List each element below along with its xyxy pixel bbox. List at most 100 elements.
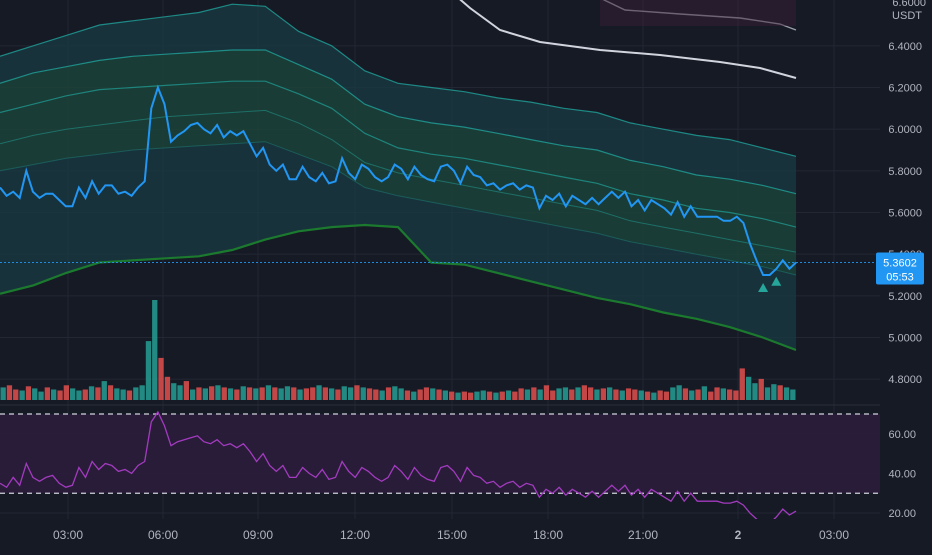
volume-bar: [126, 390, 133, 400]
volume-bar: [95, 387, 101, 400]
volume-bar: [562, 387, 569, 400]
volume-bar: [670, 387, 676, 400]
volume-bar: [63, 385, 69, 400]
volume-bar: [329, 388, 335, 400]
volume-bar: [265, 385, 272, 400]
volume-bar: [771, 384, 777, 400]
volume-bar: [322, 387, 328, 400]
volume-bar: [234, 389, 240, 400]
volume-bar: [25, 386, 32, 400]
rsi-tick-label: 20.00: [888, 508, 916, 520]
volume-bar: [733, 390, 739, 400]
volume-bar: [379, 390, 385, 400]
volume-bar: [537, 389, 543, 400]
price-tick-label: 6.4000: [888, 41, 922, 53]
top-price-fragment: 6.6000: [892, 0, 926, 9]
volume-bar: [202, 388, 208, 400]
volume-bar: [114, 388, 120, 400]
price-tag: 5.3602 05:53: [876, 252, 924, 285]
volume-bar: [145, 341, 152, 400]
volume-bar: [430, 388, 436, 400]
volume-bar: [417, 389, 423, 400]
time-tick-label: 21:00: [628, 528, 658, 542]
volume-bar: [88, 386, 95, 400]
volume-bar: [164, 376, 171, 400]
upper-white-line-1: [459, 0, 797, 79]
volume-bar: [625, 388, 632, 400]
volume-bar: [543, 385, 550, 400]
volume-bar: [392, 386, 398, 400]
price-tick-label: 6.2000: [888, 83, 922, 95]
volume-bar: [341, 386, 347, 400]
volume-bar: [6, 385, 13, 400]
volume-bar: [354, 385, 360, 400]
volume-bar: [436, 389, 442, 400]
volume-bar: [240, 386, 246, 400]
band-lower-line: [0, 223, 797, 352]
volume-bar: [518, 388, 524, 400]
price-line: [0, 84, 797, 276]
volume-bar: [550, 390, 556, 400]
volume-bar: [360, 387, 366, 400]
time-tick-label: 06:00: [148, 528, 178, 542]
volume-bar: [676, 385, 682, 400]
volume-bar: [689, 390, 695, 400]
volume-bar: [512, 391, 518, 400]
price-tick-label: 5.0000: [888, 333, 922, 345]
volume-bar: [461, 391, 467, 400]
volume-bar: [0, 387, 6, 400]
band-fill-inner: [0, 50, 796, 275]
volume-bar: [455, 392, 461, 400]
price-tick-label: 5.2000: [888, 291, 922, 303]
volume-bar: [632, 389, 638, 400]
volume-bar: [600, 388, 606, 400]
volume-bar: [177, 385, 183, 400]
time-tick-label: 03:00: [819, 528, 849, 542]
volume-bar: [783, 387, 790, 400]
volume-bar: [51, 389, 57, 400]
volume-bar: [746, 376, 752, 400]
upper-white-line-2: [602, 0, 797, 31]
volume-bar: [556, 388, 562, 400]
volume-bar: [158, 357, 164, 400]
rsi-tick-label: 60.00: [888, 429, 916, 441]
volume-bar: [404, 390, 411, 400]
currency-label: USDT: [892, 10, 922, 22]
volume-bar: [373, 389, 379, 400]
time-tick-label: 09:00: [243, 528, 273, 542]
volume-bar: [575, 387, 581, 400]
band-upper-3-line: [0, 3, 797, 157]
volume-bar: [310, 387, 316, 400]
volume-bar: [695, 389, 701, 400]
volume-bar: [727, 389, 733, 400]
time-axis-background[interactable]: [0, 519, 880, 550]
volume-bar: [588, 387, 594, 400]
rsi-line: [0, 410, 797, 526]
volume-bar: [594, 389, 600, 400]
volume-bar: [278, 388, 284, 400]
volume-bar: [215, 385, 221, 400]
volume-bar: [720, 388, 726, 400]
volume-bar: [607, 387, 613, 400]
volume-bar: [32, 388, 38, 400]
volume-bar: [657, 390, 663, 400]
volume-bar: [190, 389, 196, 400]
volume-bar: [708, 391, 714, 400]
volume-bar: [663, 391, 670, 400]
volume-bar: [366, 388, 373, 400]
volume-bar: [739, 368, 745, 400]
time-tick-label: 2: [735, 528, 742, 542]
volume-bar: [764, 387, 771, 400]
volume-bar: [569, 389, 575, 400]
volume-bar: [82, 389, 88, 400]
volume-bar: [423, 387, 430, 400]
volume-bar: [752, 383, 758, 400]
rsi-band-fill: [0, 413, 880, 494]
volume-bar: [13, 389, 19, 400]
buy-marker-icon: [771, 276, 782, 286]
volume-bar: [171, 383, 177, 400]
volume-bar: [411, 391, 417, 400]
volume-bar: [638, 390, 644, 400]
time-tick-label: 12:00: [340, 528, 370, 542]
